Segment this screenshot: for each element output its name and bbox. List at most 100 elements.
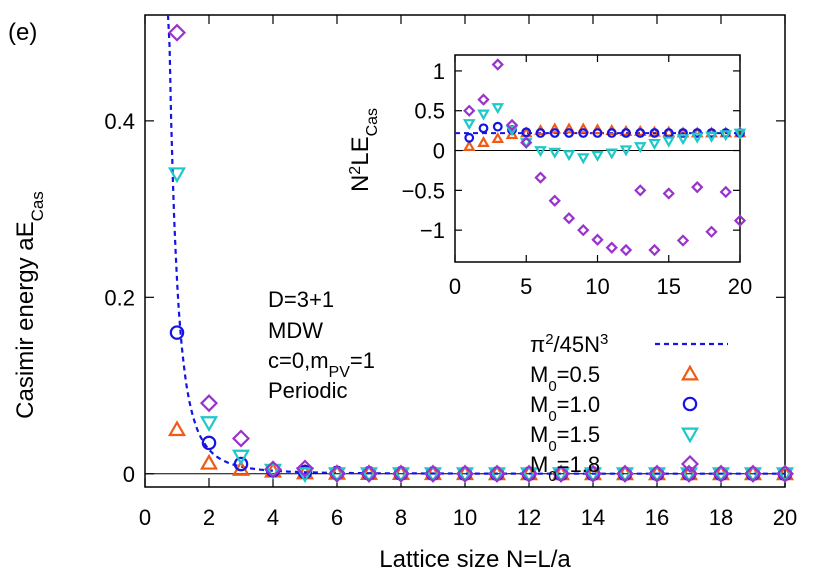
legend-label-sup: 2 bbox=[545, 331, 553, 348]
inset-point-m18 bbox=[691, 181, 704, 194]
main-x-tick-label: 4 bbox=[267, 505, 279, 530]
main-point-m15 bbox=[199, 416, 219, 432]
inset-y-tick-label: −0.5 bbox=[402, 178, 445, 203]
legend-label-sup: 3 bbox=[600, 331, 608, 348]
legend-label-part: =1.5 bbox=[557, 422, 600, 447]
inset-point-m10 bbox=[678, 128, 688, 138]
inset-y-axis-title-a: N bbox=[347, 175, 374, 192]
legend-label-sub: 0 bbox=[548, 438, 556, 455]
legend-label-sub: 0 bbox=[548, 408, 556, 425]
main-point-m15 bbox=[167, 167, 187, 184]
inset-point-m15 bbox=[576, 153, 590, 165]
main-x-tick-label: 10 bbox=[453, 505, 477, 530]
annotation-line-3: c=0,mPV=1 bbox=[268, 348, 375, 381]
inset-point-m15 bbox=[662, 136, 676, 148]
main-series-m15 bbox=[167, 167, 795, 484]
legend-label-4: M0=1.8 bbox=[530, 452, 600, 485]
main-point-m10 bbox=[201, 435, 217, 451]
inset-point-m18 bbox=[548, 194, 561, 207]
main-point-m15 bbox=[519, 467, 539, 484]
main-point-m05 bbox=[199, 453, 219, 470]
inset-point-m10 bbox=[592, 128, 603, 138]
inset-point-m05 bbox=[491, 131, 505, 143]
inset-point-m10 bbox=[635, 128, 646, 138]
inset-point-m18 bbox=[577, 223, 590, 237]
inset-point-m18 bbox=[719, 185, 732, 199]
main-point-m18 bbox=[551, 464, 571, 483]
main-point-m15 bbox=[423, 467, 443, 484]
main-y-tick-label: 0 bbox=[123, 462, 135, 487]
legend-label-part: /45N bbox=[554, 332, 600, 357]
main-point-m15 bbox=[647, 467, 667, 484]
main-x-tick-label: 0 bbox=[139, 505, 151, 530]
inset-point-m05 bbox=[548, 122, 562, 134]
main-point-m18 bbox=[647, 464, 667, 483]
inset-point-m18 bbox=[477, 93, 490, 106]
main-point-m15 bbox=[295, 467, 315, 484]
inset-point-m05 bbox=[562, 122, 576, 134]
inset-point-m10 bbox=[549, 128, 560, 138]
y-axis-title: Casimir energy aECas bbox=[12, 191, 47, 419]
main-point-m18 bbox=[167, 23, 187, 42]
legend-label-part: π bbox=[530, 332, 545, 357]
inset-y-tick-label: 0.5 bbox=[414, 99, 445, 124]
main-point-m15 bbox=[551, 467, 571, 484]
main-y-tick-label: 0.4 bbox=[104, 109, 135, 134]
inset-point-m15 bbox=[719, 130, 733, 142]
inset-point-m15 bbox=[505, 125, 519, 137]
main-x-tick-label: 12 bbox=[517, 505, 541, 530]
inset-point-m18 bbox=[562, 212, 576, 225]
inset-series-m18 bbox=[463, 58, 747, 257]
inset-plot-area: 0 5 10 15 20 1 0.5 0 −0.5 −1 bbox=[402, 54, 752, 299]
legend-label-part: M bbox=[530, 422, 548, 447]
legend-label-part: M bbox=[530, 392, 548, 417]
legend-marker-m15 bbox=[680, 427, 700, 444]
main-point-m15 bbox=[327, 467, 347, 484]
inset-point-m10 bbox=[492, 121, 503, 132]
main-x-tick-label: 14 bbox=[581, 505, 605, 530]
main-point-m18 bbox=[359, 464, 379, 483]
main-point-m18 bbox=[775, 464, 795, 483]
main-point-m15 bbox=[775, 467, 795, 484]
main-point-m15 bbox=[583, 467, 603, 484]
inset-x-tick-label: 0 bbox=[449, 274, 461, 299]
inset-point-m05 bbox=[662, 125, 676, 137]
inset-point-m10 bbox=[621, 128, 631, 138]
annotation-line-3-b: =1 bbox=[350, 348, 375, 373]
main-series-m18 bbox=[167, 23, 795, 483]
main-point-m15 bbox=[359, 467, 379, 484]
main-point-m15 bbox=[391, 467, 411, 484]
legend-marker-m05 bbox=[680, 364, 700, 381]
panel-label: (e) bbox=[8, 19, 37, 46]
inset-point-m05 bbox=[462, 139, 476, 151]
legend-label-2: M0=1.0 bbox=[530, 392, 600, 425]
legend-label-1: M0=0.5 bbox=[530, 362, 600, 395]
inset-y-tick-label: 0 bbox=[433, 139, 445, 164]
inset-point-m18 bbox=[619, 243, 633, 257]
inset-point-m10 bbox=[564, 128, 574, 138]
main-point-m15 bbox=[455, 467, 475, 484]
main-point-m18 bbox=[231, 429, 251, 448]
inset-x-tick-label: 15 bbox=[657, 274, 681, 299]
legend-label-part: =1.0 bbox=[557, 392, 600, 417]
main-point-m18 bbox=[455, 464, 475, 483]
inset-y-axis-title: N2LECas bbox=[347, 108, 381, 192]
inset-point-m15 bbox=[633, 142, 647, 154]
inset-point-m18 bbox=[705, 225, 718, 238]
main-point-m18 bbox=[711, 464, 731, 483]
main-point-m18 bbox=[199, 394, 219, 413]
inset-point-m15 bbox=[619, 145, 633, 157]
inset-y-axis-title-sub: Cas bbox=[364, 108, 381, 136]
legend-label-0: π2/45N3 bbox=[530, 331, 608, 358]
annotation-line-1: D=3+1 bbox=[268, 287, 334, 312]
main-point-m18 bbox=[743, 464, 763, 483]
inset-point-m18 bbox=[520, 136, 533, 149]
inset-point-m18 bbox=[676, 234, 690, 247]
legend-marker-m10 bbox=[682, 396, 698, 412]
annotation-line-3-a: c=0,m bbox=[268, 348, 329, 373]
inset-point-m15 bbox=[477, 109, 490, 121]
x-axis-title: Lattice size N=L/a bbox=[379, 546, 571, 573]
y-axis-title-sub: Cas bbox=[28, 191, 47, 221]
